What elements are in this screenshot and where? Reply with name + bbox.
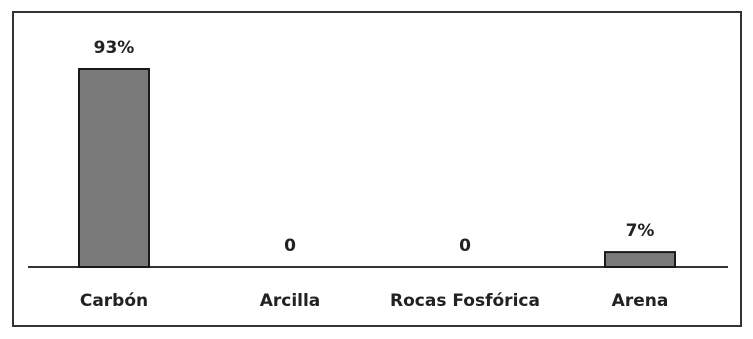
bar-0 (78, 68, 150, 268)
category-label-0: Carbón (80, 291, 148, 311)
category-label-2: Rocas Fosfórica (390, 291, 540, 311)
category-label-group: Carbón Arcilla Rocas Fosfórica Arena (80, 291, 668, 311)
data-label-2: 0 (459, 236, 471, 256)
bar-group (78, 68, 676, 268)
data-label-1: 0 (284, 236, 296, 256)
data-label-group: 93% 0 0 7% (94, 38, 655, 256)
data-label-0: 93% (94, 38, 135, 58)
category-label-3: Arena (612, 291, 669, 311)
category-label-1: Arcilla (260, 291, 321, 311)
bar-3 (604, 251, 676, 268)
data-label-3: 7% (626, 221, 655, 241)
